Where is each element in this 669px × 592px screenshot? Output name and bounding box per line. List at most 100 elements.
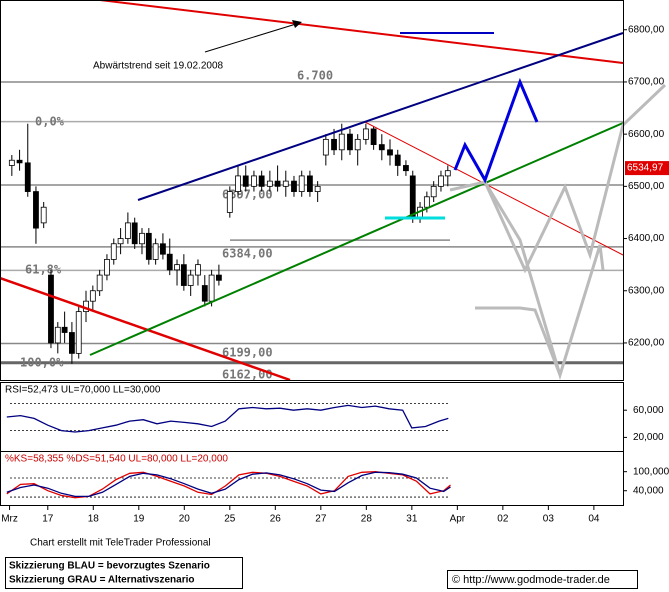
candle-body <box>354 138 361 151</box>
blue-scenario <box>453 77 539 184</box>
y-tick-label: 6600,00 <box>628 129 665 140</box>
candle-body <box>291 180 297 192</box>
legend-entry: Skizzierung GRAU = Alternativszenario <box>9 575 195 586</box>
trend-line <box>99 0 624 64</box>
x-tick-label: 31 <box>406 514 418 525</box>
candle-body <box>48 274 54 344</box>
candle-body <box>40 206 47 224</box>
candle-body <box>235 175 241 192</box>
support-line <box>89 122 624 356</box>
candle-body <box>362 128 369 140</box>
y-tick-label: 6700,00 <box>628 77 665 88</box>
legend-entry: Skizzierung BLAU = bevorzugtes Szenario <box>9 561 210 572</box>
level-label: 6397,00 <box>222 188 273 202</box>
candle-body <box>166 253 173 271</box>
y-tick-label: 6400,00 <box>628 233 665 244</box>
candle-body <box>117 238 124 245</box>
candle-body <box>139 232 145 245</box>
candle-body <box>54 326 61 344</box>
y-tick-label: 6300,00 <box>628 285 665 296</box>
x-tick-label: 02 <box>497 514 509 525</box>
last-price-box <box>625 161 669 176</box>
level-label: 100,0% <box>20 356 64 370</box>
arrow-head <box>292 20 302 28</box>
candle-body <box>403 165 409 172</box>
candle-body <box>187 274 194 286</box>
y-tick-label: 6200,00 <box>628 338 665 349</box>
candle-body <box>61 326 68 333</box>
x-tick-label: 19 <box>133 514 145 525</box>
x-tick-label: 18 <box>88 514 100 525</box>
annotation: Abwärtstrend seit 19.02.2008 <box>93 61 224 72</box>
candle-body <box>8 159 15 166</box>
candle-body <box>152 243 159 260</box>
candle-body <box>266 180 273 187</box>
trend-line <box>364 121 624 256</box>
candle-body <box>195 264 201 276</box>
stoch-frame <box>0 451 624 506</box>
level-label: 6.700 <box>297 69 333 83</box>
rsi-title: RSI=52,473 UL=70,000 LL=30,000 <box>5 385 161 396</box>
candle-body <box>160 243 166 255</box>
candle-body <box>242 175 249 187</box>
candle-body <box>75 311 82 354</box>
candle-body <box>387 149 393 156</box>
candle-body <box>174 264 180 271</box>
candle-body <box>274 180 281 187</box>
candle-body <box>282 180 289 187</box>
copyright: © http://www.godmode-trader.de <box>452 574 610 586</box>
x-tick-label: 28 <box>361 514 373 525</box>
candle-body <box>298 175 305 192</box>
level-label: 6199,00 <box>222 346 273 360</box>
level-label: 61,8% <box>25 263 62 277</box>
x-tick-label: 20 <box>179 514 191 525</box>
candle-body <box>438 175 444 187</box>
candle-body <box>394 154 401 166</box>
x-tick-label: Mrz <box>1 514 18 525</box>
candle-body <box>423 196 430 208</box>
y-tick-label: 6500,00 <box>628 181 665 192</box>
candle-body <box>226 191 233 213</box>
candle-body <box>331 138 337 151</box>
credit: Chart erstellt mit TeleTrader Profession… <box>30 538 211 549</box>
trend-line <box>0 276 291 382</box>
candle-body <box>338 133 345 151</box>
candle-body <box>89 290 96 302</box>
candle-body <box>208 274 215 302</box>
candle-body <box>145 232 152 260</box>
candle-body <box>409 175 416 219</box>
candle-body <box>124 222 131 239</box>
candle-body <box>251 175 257 187</box>
y-tick-label: 60,000 <box>633 405 664 416</box>
channel-line <box>137 32 624 201</box>
copyright-box <box>447 570 638 589</box>
arrow <box>204 23 297 53</box>
candle-body <box>378 144 385 151</box>
candle-body <box>96 274 103 292</box>
candle-body <box>24 162 31 192</box>
candle-body <box>180 264 187 286</box>
candle-body <box>444 170 451 177</box>
indicator-line <box>6 404 449 433</box>
x-tick-label: 27 <box>315 514 327 525</box>
candle-body <box>258 175 265 187</box>
level-label: 6162,00 <box>222 368 273 382</box>
x-tick-label: 04 <box>588 514 600 525</box>
candle-body <box>131 222 138 245</box>
grey-scenario <box>475 306 562 376</box>
candle-body <box>201 285 208 302</box>
candle-body <box>110 243 117 260</box>
main-frame <box>0 0 624 381</box>
level-label: 0,0% <box>35 115 65 129</box>
y-tick-label: 20,000 <box>633 432 664 443</box>
y-tick-label: 40,000 <box>633 485 664 496</box>
candle-body <box>307 175 313 192</box>
indicator-line <box>6 471 451 498</box>
stoch-title: %KS=58,355 %DS=51,540 UL=80,000 LL=20,00… <box>5 454 228 465</box>
candle-body <box>430 185 437 198</box>
x-tick-label: 25 <box>224 514 236 525</box>
candle-body <box>347 133 353 151</box>
level-label: 6384,00 <box>222 247 273 261</box>
